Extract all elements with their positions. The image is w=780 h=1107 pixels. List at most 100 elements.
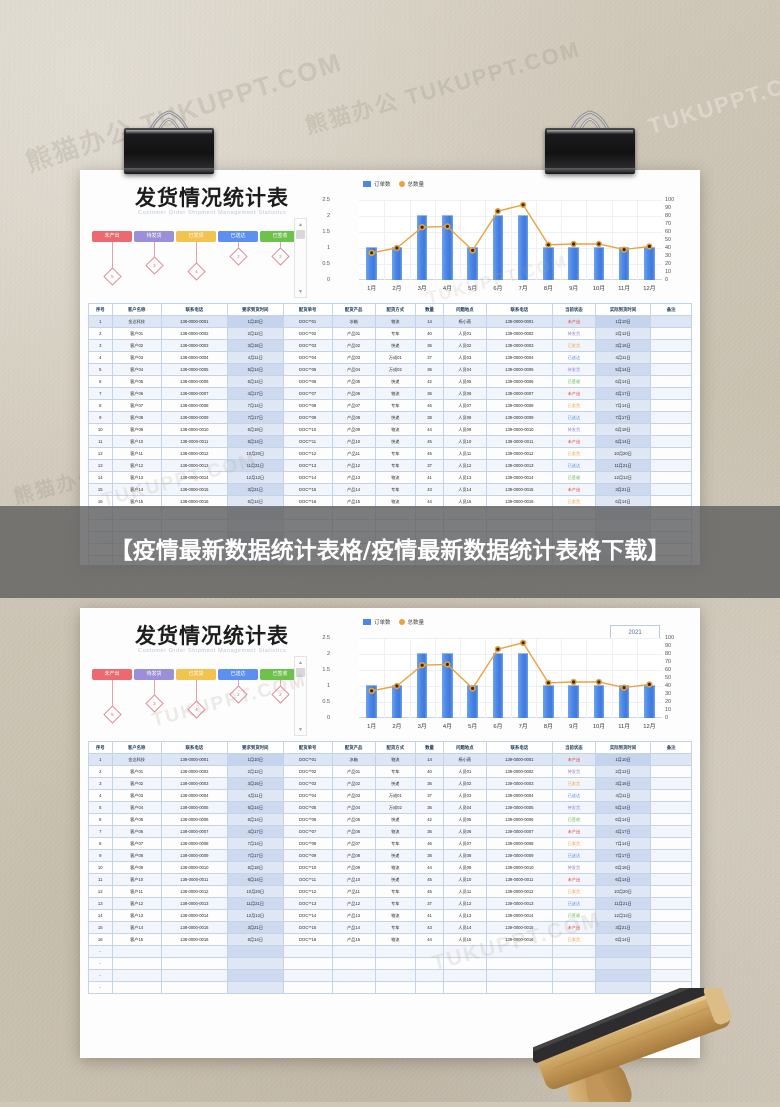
y-tick-right: 80	[665, 212, 672, 219]
year-selector[interactable]: 2021	[610, 625, 660, 640]
table-row[interactable]: 14 客户13 138-0000-0014 12月12日 DOC**14 产品13 物流 41…	[88, 909, 692, 922]
table-row[interactable]: 5 客户04 138-0000-0005 5月14日 DOC**05 产品04 万成02 36…	[88, 801, 692, 814]
table-row[interactable]: 15 客户14 138-0000-0015 3月21日 DOC**15 产品14 专车 43 人…	[88, 921, 692, 934]
table-cell: 人员01	[442, 765, 487, 778]
vertical-scrollbar-2[interactable]: ▲ ▼	[294, 656, 307, 736]
table-cell: 138-0000-0013	[160, 897, 228, 910]
flow-badge-2: 4	[187, 700, 206, 719]
table-cell: DOC**01	[282, 315, 333, 328]
scroll-up-icon[interactable]: ▲	[298, 659, 303, 666]
table-cell	[650, 837, 692, 850]
table-row[interactable]: 5 客户04 138-0000-0005 5月14日 DOC**05 产品04 万成02 36…	[88, 363, 692, 376]
chart-data-point	[393, 244, 401, 252]
table-cell: DOC**01	[282, 753, 333, 766]
chart-data-point	[418, 662, 426, 669]
table-row[interactable]: 8 客户07 138-0000-0008 7月14日 DOC**08 产品07 专车 46 人员…	[88, 837, 692, 850]
table-cell: 客户11	[111, 447, 162, 460]
table-row[interactable]: 9 客户08 138-0000-0009 7月17日 DOC**09 产品08 快递 38 人员…	[88, 849, 692, 862]
table-row-empty[interactable]: -	[88, 957, 692, 970]
chip-2[interactable]: 已发货	[176, 231, 216, 242]
scroll-down-icon[interactable]: ▼	[298, 726, 303, 733]
scrollbar-thumb[interactable]	[296, 230, 305, 239]
gridline-v	[510, 200, 512, 280]
flow-badge-0: 5	[103, 705, 122, 724]
chart-data-point	[545, 241, 552, 248]
table-cell: 快递	[374, 873, 417, 886]
table-cell: 产品01	[331, 765, 376, 778]
table-row[interactable]: 11 客户10 138-0000-0011 6月14日 DOC**11 产品10 快递 45 人…	[88, 873, 692, 886]
table-row[interactable]: 2 客户01 138-0000-0002 2月12日 DOC**02 产品01 专车 40 人员…	[88, 765, 692, 778]
table-row[interactable]: 3 客户02 138-0000-0003 3月16日 DOC**03 产品02 快递 36 人员…	[88, 339, 692, 352]
table-row[interactable]: 12 客户11 138-0000-0012 10月20日 DOC**12 产品11 专车 45…	[88, 885, 692, 898]
table-cell: 9	[88, 849, 113, 862]
table-row[interactable]: 10 客户09 138-0000-0010 6月18日 DOC**10 产品09 物流 44 人…	[88, 861, 692, 874]
y-tick-left: 2.5	[322, 196, 330, 203]
table-row-empty[interactable]: -	[88, 945, 692, 958]
table-row[interactable]: 7 客户06 138-0000-0007 4月17日 DOC**07 产品06 物流 36 人员…	[88, 825, 692, 838]
table-row[interactable]: 13 客户12 138-0000-0013 11月21日 DOC**13 产品12 专车 37…	[88, 897, 692, 910]
table-cell: 产品08	[331, 849, 376, 862]
chip-4[interactable]: 已签收	[260, 669, 300, 680]
table-row[interactable]: 6 客户05 138-0000-0006 6月14日 DOC**06 产品05 快递 42 人员…	[88, 375, 692, 388]
y-tick-right: 40	[665, 682, 672, 689]
table-cell: DOC**07	[282, 387, 333, 400]
table-row[interactable]: 12 客户11 138-0000-0012 10月20日 DOC**12 产品11 专车 45…	[88, 447, 692, 460]
table-cell: 14	[415, 315, 444, 328]
table-row[interactable]: 6 客户05 138-0000-0006 6月14日 DOC**06 产品05 快递 42 人员…	[88, 813, 692, 826]
table-row[interactable]: 2 客户01 138-0000-0002 2月12日 DOC**02 产品01 专车 40 人员…	[88, 327, 692, 340]
table-cell	[650, 375, 692, 388]
vertical-scrollbar[interactable]: ▲ ▼	[294, 218, 307, 298]
table-cell: DOC**07	[282, 825, 333, 838]
table-row-empty[interactable]: -	[88, 981, 692, 994]
table-cell	[594, 969, 652, 982]
x-tick: 10月	[592, 724, 605, 730]
table-row[interactable]: 8 客户07 138-0000-0008 7月14日 DOC**08 产品07 专车 46 人员…	[88, 399, 692, 412]
table-cell	[650, 957, 692, 970]
table-row[interactable]: 3 客户02 138-0000-0003 3月16日 DOC**03 产品02 快递 36 人员…	[88, 777, 692, 790]
table-cell	[650, 921, 692, 934]
table-cell: 4	[88, 789, 113, 802]
scroll-down-icon[interactable]: ▼	[298, 288, 303, 295]
chip-1[interactable]: 待发货	[134, 231, 174, 242]
table-cell: 已发货	[551, 339, 596, 352]
table-row-empty[interactable]: -	[88, 969, 692, 982]
x-tick: 4月	[442, 286, 452, 292]
chip-4[interactable]: 已签收	[260, 231, 300, 242]
table-row[interactable]: 9 客户08 138-0000-0009 7月17日 DOC**09 产品08 快递 38 人员…	[88, 411, 692, 424]
table-cell: 人员07	[442, 399, 487, 412]
table-cell: 专车	[374, 459, 417, 472]
scroll-up-icon[interactable]: ▲	[298, 221, 303, 228]
table-row[interactable]: 7 客户06 138-0000-0007 4月17日 DOC**07 产品06 物流 36 人员…	[88, 387, 692, 400]
legend-bar-swatch	[363, 181, 371, 187]
table-row[interactable]: 15 客户14 138-0000-0015 3月21日 DOC**15 产品14 专车 43 人…	[88, 483, 692, 496]
chip-3[interactable]: 已送达	[218, 669, 258, 680]
table-row[interactable]: 13 客户12 138-0000-0013 11月21日 DOC**13 产品12 专车 37…	[88, 459, 692, 472]
table-cell	[282, 945, 333, 958]
table-row[interactable]: 4 客户03 138-0000-0004 4月11日 DOC**04 产品03 万成01 37…	[88, 351, 692, 364]
table-row[interactable]: 16 客户15 138-0000-0016 6月14日 DOC**16 产品15 物流 44 人…	[88, 933, 692, 946]
table-cell: 人员11	[442, 885, 487, 898]
table-row[interactable]: 14 客户13 138-0000-0014 12月12日 DOC**14 产品13 物流 41…	[88, 471, 692, 484]
chip-1[interactable]: 待发货	[134, 669, 174, 680]
table-row[interactable]: 16 客户15 138-0000-0016 6月14日 DOC**16 产品15 物流 44 人…	[88, 495, 692, 508]
table-cell: 客户09	[111, 423, 162, 436]
chip-0[interactable]: 未产出	[92, 669, 132, 680]
scrollbar-thumb[interactable]	[296, 668, 305, 677]
x-tick: 3月	[417, 724, 427, 730]
table-cell: 产品12	[331, 897, 376, 910]
table-cell	[282, 969, 333, 982]
table-row[interactable]: 4 客户03 138-0000-0004 4月11日 DOC**04 产品03 万成01 37…	[88, 789, 692, 802]
table-row[interactable]: 1 金达科技 138-0000-0001 1月10日 DOC**01 冰箱 物流 14 杨小燕 1…	[88, 315, 692, 328]
chip-0[interactable]: 未产出	[92, 231, 132, 242]
table-row[interactable]: 1 金达科技 138-0000-0001 1月10日 DOC**01 冰箱 物流 14 杨小燕 1…	[88, 753, 692, 766]
chip-3[interactable]: 已送达	[218, 231, 258, 242]
table-row[interactable]: 11 客户10 138-0000-0011 6月14日 DOC**11 产品10 快递 45 人…	[88, 435, 692, 448]
table-row[interactable]: 10 客户09 138-0000-0010 6月18日 DOC**10 产品09 物流 44 人…	[88, 423, 692, 436]
table-cell: 138-0000-0012	[160, 885, 228, 898]
chip-2[interactable]: 已发货	[176, 669, 216, 680]
table-cell: 已送达	[551, 459, 596, 472]
table-cell: 万成02	[374, 801, 417, 814]
chart-line-layer	[368, 201, 653, 256]
table-cell: 已送达	[551, 411, 596, 424]
legend-label: 总数量	[407, 620, 425, 626]
